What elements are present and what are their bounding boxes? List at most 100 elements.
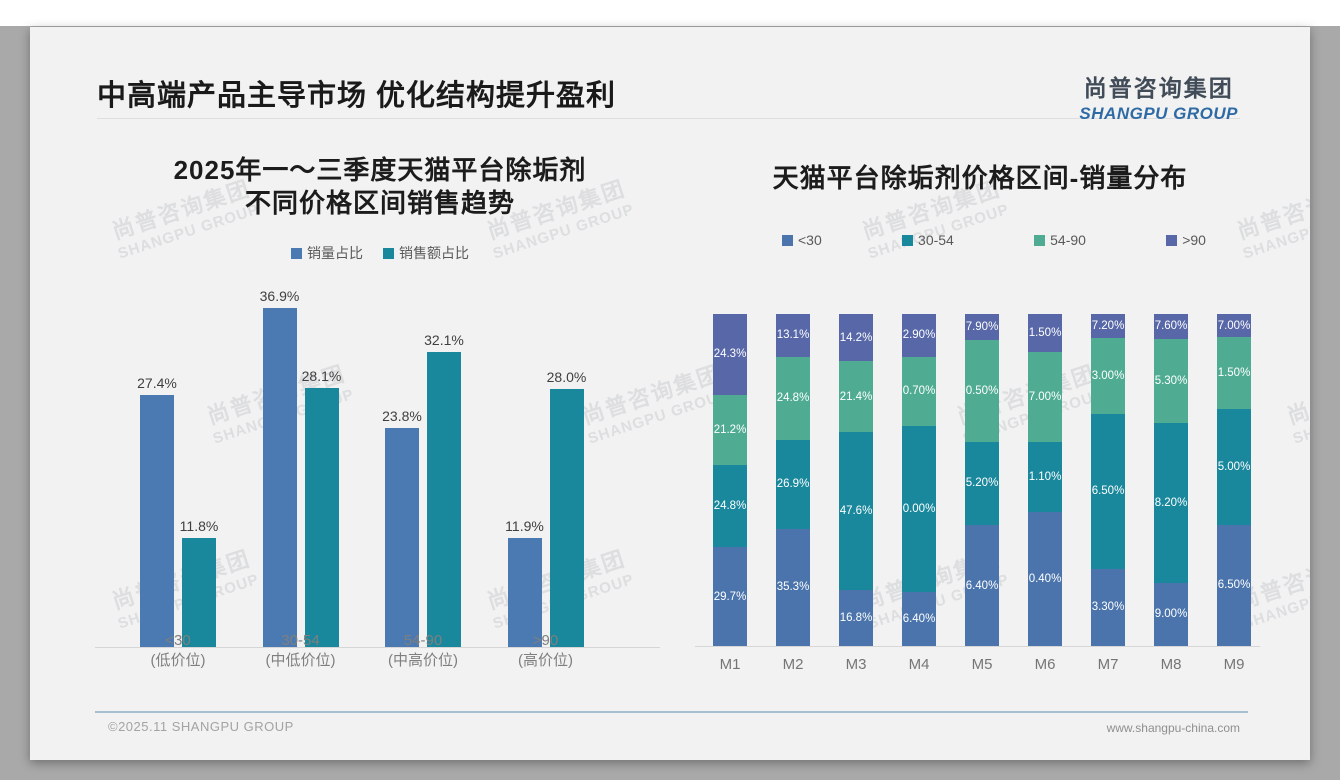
segment-value-label: 9.00% — [1154, 608, 1188, 621]
segment-value-label: 7.20% — [1091, 319, 1125, 332]
x-category-range: 54-90 — [403, 632, 443, 649]
segment-30-54: 26.9% — [776, 439, 810, 529]
page-title: 中高端产品主导市场 优化结构提升盈利 — [97, 80, 617, 112]
segment-30-54: 6.50% — [1091, 414, 1125, 569]
segment-value-label: 2.90% — [902, 329, 936, 342]
segment-54-90: 24.8% — [776, 357, 810, 440]
segment->90: 7.90% — [965, 314, 999, 341]
right-legend-item: 54-90 — [1034, 232, 1086, 248]
x-month-label: M9 — [1223, 656, 1245, 673]
right-chart: 天猫平台除垢剂价格区间-销量分布 <30 30-54 54-90 >90 29.7% 2… — [695, 145, 1260, 705]
bar-销量占比-30-54 — [262, 307, 297, 647]
segment-<30: 6.40% — [965, 525, 999, 646]
left-legend-item: 销量占比 — [291, 243, 363, 263]
segment-value-label: 21.4% — [839, 390, 873, 403]
segment->90: 2.90% — [902, 314, 936, 357]
segment-value-label: 0.70% — [902, 385, 936, 398]
stacked-bar-M2: 35.3% 26.9% 24.8% 13.1% — [776, 313, 810, 646]
stacked-bar-M1: 29.7% 24.8% 21.2% 24.3% — [713, 314, 747, 646]
right-chart-plot: 29.7% 24.8% 21.2% 24.3% 35.3% 26.9% 24.8% 13.1%… — [695, 313, 1260, 647]
left-chart-plot: 27.4% 11.8% 36.9% 28.1% 23.8% 32.1% 11.9% 28.0% — [95, 174, 660, 648]
legend-color-chip — [902, 234, 914, 246]
segment-value-label: 24.3% — [713, 348, 747, 361]
x-category-range: >90 — [532, 632, 559, 649]
segment-value-label: 26.9% — [776, 478, 810, 491]
segment-value-label: 7.90% — [965, 321, 999, 334]
legend-color-chip — [383, 247, 394, 259]
x-category-label: <30 (低价位) — [117, 631, 239, 671]
segment->90: 13.1% — [776, 313, 810, 358]
left-legend-label: 销售额占比 — [399, 245, 469, 261]
segment-54-90: 3.00% — [1091, 337, 1125, 415]
left-chart-title-line1: 2025年一～三季度天猫平台除垢剂 — [173, 155, 587, 185]
stacked-bar-M9: 6.50% 5.00% 1.50% 7.00% — [1217, 314, 1251, 646]
segment-value-label: 1.50% — [1217, 366, 1251, 379]
segment-value-label: 35.3% — [776, 581, 810, 594]
segment-54-90: 21.2% — [713, 394, 747, 466]
segment-<30: 6.50% — [1217, 524, 1251, 646]
x-month-label: M5 — [971, 656, 993, 673]
right-legend-label: <30 — [798, 232, 822, 248]
stacked-bar-M7: 3.30% 6.50% 3.00% 7.20% — [1091, 314, 1125, 646]
segment-value-label: 16.8% — [839, 612, 873, 625]
x-month-label: M8 — [1160, 656, 1182, 673]
segment-54-90: 5.30% — [1154, 338, 1188, 423]
stacked-bar-M8: 9.00% 8.20% 5.30% 7.60% — [1154, 313, 1188, 646]
segment-<30: 16.8% — [839, 590, 873, 646]
segment-value-label: 0.40% — [1028, 572, 1062, 585]
left-legend-item: 销售额占比 — [383, 243, 469, 263]
segment-30-54: 47.6% — [839, 432, 873, 591]
x-category-tier: (中高价位) — [388, 652, 458, 669]
bar-销量占比->90 — [507, 537, 542, 647]
segment-value-label: 8.20% — [1154, 496, 1188, 509]
bar-value-label: 27.4% — [137, 374, 177, 391]
segment-<30: 35.3% — [776, 528, 810, 646]
stacked-bar-M4: 6.40% 0.00% 0.70% 2.90% — [902, 314, 936, 646]
right-legend-item: <30 — [782, 232, 822, 248]
segment-value-label: 6.40% — [965, 579, 999, 592]
x-category-tier: (高价位) — [518, 652, 573, 669]
logo-chinese-text: 尚普咨询集团 — [1083, 75, 1234, 101]
segment-value-label: 1.50% — [1028, 327, 1062, 340]
x-month-label: M7 — [1097, 656, 1119, 673]
segment-54-90: 0.70% — [902, 356, 936, 426]
bar-value-label: 28.0% — [546, 369, 587, 386]
footer-divider — [95, 711, 1248, 713]
x-category-label: 30-54 (中低价位) — [240, 631, 362, 671]
segment-value-label: 13.1% — [776, 329, 810, 342]
x-category-tier: (低价位) — [150, 652, 206, 669]
title-divider — [97, 118, 1240, 119]
footer-copyright: ©2025.11 SHANGPU GROUP — [108, 719, 294, 734]
left-chart-title-line2: 不同价格区间销售趋势 — [244, 188, 515, 218]
segment-value-label: 0.50% — [965, 384, 999, 397]
segment-value-label: 29.7% — [713, 590, 747, 603]
segment-value-label: 3.30% — [1091, 601, 1125, 614]
x-category-label: 54-90 (中高价位) — [362, 631, 484, 671]
x-month-label: M6 — [1034, 656, 1056, 673]
legend-color-chip — [291, 247, 302, 259]
bar-value-label: 36.9% — [259, 287, 300, 304]
segment-value-label: 6.50% — [1217, 579, 1251, 592]
bar-销量占比-54-90 — [385, 428, 419, 647]
bar-value-label: 32.1% — [424, 331, 464, 348]
stacked-bar-M3: 16.8% 47.6% 21.4% 14.2% — [839, 314, 873, 646]
bar-销售额占比-30-54 — [304, 388, 339, 647]
stacked-bar-M6: 0.40% 1.10% 7.00% 1.50% — [1028, 314, 1062, 646]
slide: 尚普咨询集团 SHANGPU GROUP 尚普咨询集团 SHANGPU GROUP 尚普… — [30, 27, 1310, 760]
segment-value-label: 3.00% — [1091, 370, 1125, 383]
x-month-label: M1 — [719, 656, 741, 673]
bar-销售额占比-54-90 — [427, 351, 461, 647]
watermark-en-text: SHANGPU GROUP — [1290, 386, 1310, 448]
legend-color-chip — [1034, 234, 1046, 246]
right-x-axis — [695, 646, 1260, 647]
segment-30-54: 5.00% — [1217, 408, 1251, 525]
segment-54-90: 1.50% — [1217, 337, 1251, 409]
bar-value-label: 11.8% — [179, 518, 219, 535]
segment-54-90: 0.50% — [965, 340, 999, 442]
left-chart: 2025年一～三季度天猫平台除垢剂 不同价格区间销售趋势 销量占比 销售额占比 2… — [95, 145, 660, 705]
segment-value-label: 24.8% — [776, 392, 810, 405]
left-chart-legend: 销量占比 销售额占比 — [100, 243, 660, 263]
segment->90: 7.20% — [1091, 314, 1125, 338]
